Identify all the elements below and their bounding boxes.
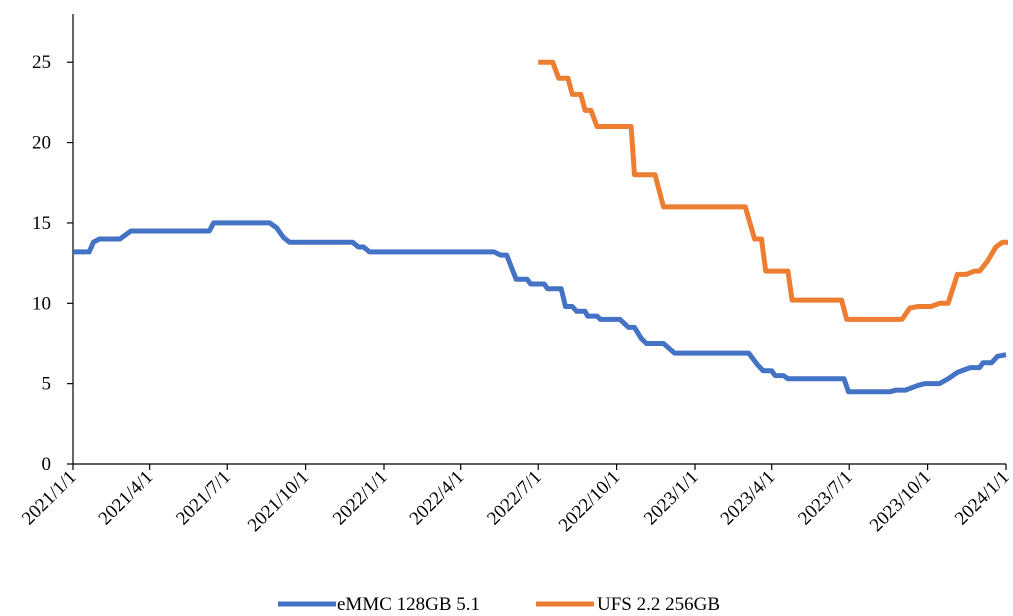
series-line-emmc-128gb-5-1 bbox=[73, 220, 1007, 395]
x-tick-label: 2023/10/1 bbox=[866, 467, 935, 536]
y-tick-label: 20 bbox=[32, 133, 51, 154]
x-tick-label: 2023/4/1 bbox=[717, 467, 780, 530]
x-ticks: 2021/1/1 2021/4/1 2021/7/1 2021/10/1 2022/1/… bbox=[18, 464, 1013, 536]
y-tick-label: 5 bbox=[42, 374, 52, 395]
y-ticks: 0 5 10 15 20 25 bbox=[32, 52, 73, 475]
x-tick-label: 2021/1/1 bbox=[18, 467, 81, 530]
y-tick-label: 25 bbox=[32, 52, 51, 73]
series-line-ufs-2-2-256gb bbox=[538, 59, 1008, 322]
x-tick-label: 2021/7/1 bbox=[172, 467, 235, 530]
x-tick-label: 2024/1/1 bbox=[951, 467, 1013, 530]
y-tick-label: 10 bbox=[32, 293, 51, 314]
legend-label: UFS 2.2 256GB bbox=[597, 594, 720, 615]
series-layer bbox=[73, 59, 1008, 395]
x-tick-label: 2022/1/1 bbox=[329, 467, 392, 530]
y-tick-label: 15 bbox=[32, 213, 51, 234]
x-tick-label: 2023/7/1 bbox=[794, 467, 857, 530]
x-tick-label: 2021/10/1 bbox=[244, 467, 313, 536]
x-tick-label: 2023/1/1 bbox=[640, 467, 703, 530]
x-tick-label: 2022/4/1 bbox=[406, 467, 469, 530]
x-tick-label: 2022/10/1 bbox=[555, 467, 624, 536]
y-axis: 0 5 10 15 20 25 bbox=[32, 14, 74, 475]
legend-label: eMMC 128GB 5.1 bbox=[337, 594, 480, 615]
x-tick-label: 2021/4/1 bbox=[95, 467, 158, 530]
y-tick-label: 0 bbox=[42, 454, 52, 475]
x-tick-label: 2022/7/1 bbox=[483, 467, 546, 530]
x-axis: 2021/1/1 2021/4/1 2021/7/1 2021/10/1 2022/1/… bbox=[18, 463, 1013, 536]
legend: eMMC 128GB 5.1 UFS 2.2 256GB bbox=[278, 594, 720, 615]
